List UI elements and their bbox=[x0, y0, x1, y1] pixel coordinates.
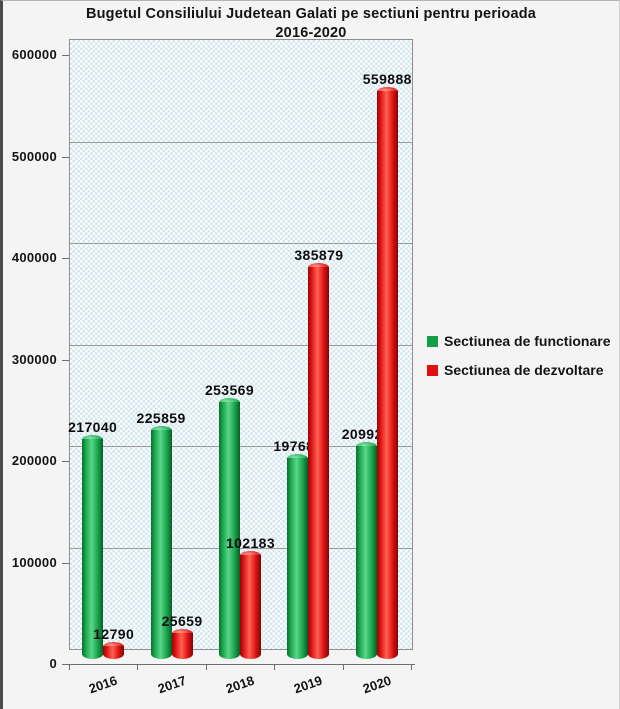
chart-title-line2: 2016-2020 bbox=[275, 25, 347, 41]
chart-title: Bugetul Consiliului Judetean Galati pe s… bbox=[3, 5, 619, 43]
chart-title-line1: Bugetul Consiliului Judetean Galati pe s… bbox=[85, 6, 537, 22]
y-tick-label: 400000 bbox=[11, 250, 57, 265]
legend-item: Sectiunea de functionare bbox=[427, 333, 610, 362]
bar-body bbox=[287, 458, 309, 659]
y-tick-mark bbox=[62, 461, 69, 462]
bar-2019-functionare bbox=[287, 454, 309, 659]
legend: Sectiunea de functionare Sectiunea de dez… bbox=[427, 333, 610, 391]
bar-2016-functionare bbox=[82, 434, 104, 659]
bar-value-label: 225859 bbox=[136, 409, 186, 426]
x-tick-mark bbox=[205, 664, 207, 670]
bar-body bbox=[150, 429, 172, 659]
bar-body bbox=[376, 90, 398, 659]
y-tick-label: 100000 bbox=[11, 554, 57, 570]
bar-2018-functionare bbox=[219, 397, 240, 659]
gridline bbox=[70, 547, 412, 549]
y-tick-mark bbox=[62, 359, 69, 361]
y-tick-mark bbox=[62, 156, 69, 158]
legend-swatch-red bbox=[427, 365, 438, 376]
x-category-label: 2020 bbox=[360, 672, 393, 697]
x-axis-line bbox=[63, 664, 415, 665]
legend-item: Sectiunea de dezvoltare bbox=[427, 362, 610, 391]
bar-2016-dezvoltare bbox=[103, 642, 125, 659]
y-tick-mark bbox=[62, 258, 69, 259]
y-tick-label: 0 bbox=[49, 656, 57, 671]
legend-swatch-green bbox=[427, 336, 438, 347]
bar-body bbox=[308, 267, 330, 659]
bar-body bbox=[82, 438, 104, 659]
bar-value-label: 217040 bbox=[68, 418, 118, 435]
x-category-label: 2016 bbox=[87, 672, 120, 697]
gridline bbox=[70, 344, 412, 346]
bar-2017-dezvoltare bbox=[171, 628, 193, 659]
plot-area bbox=[69, 39, 413, 650]
bar-2018-dezvoltare bbox=[240, 551, 261, 659]
bar-body bbox=[103, 646, 125, 659]
bar-value-label: 25659 bbox=[161, 612, 203, 629]
gridline bbox=[70, 141, 412, 143]
bar-value-label: 253569 bbox=[204, 381, 255, 398]
gridline bbox=[70, 243, 412, 244]
bar-2019-dezvoltare bbox=[308, 263, 330, 659]
x-category-label: 2017 bbox=[155, 672, 188, 697]
x-tick-mark bbox=[342, 664, 344, 670]
x-tick-mark bbox=[69, 664, 70, 670]
legend-label: Sectiunea de functionare bbox=[444, 333, 611, 349]
y-tick-label: 200000 bbox=[11, 453, 57, 468]
bar-2020-functionare bbox=[355, 441, 377, 659]
bar-value-label: 12790 bbox=[93, 626, 135, 643]
y-tick-label: 500000 bbox=[11, 148, 57, 164]
bar-body bbox=[219, 401, 240, 659]
x-tick-mark bbox=[137, 664, 139, 670]
y-tick-label: 600000 bbox=[11, 47, 57, 62]
bar-body bbox=[171, 632, 193, 659]
bar-2020-dezvoltare bbox=[376, 86, 398, 659]
y-tick-mark bbox=[62, 664, 69, 665]
x-category-label: 2019 bbox=[292, 672, 325, 697]
y-tick-mark bbox=[62, 55, 69, 56]
bar-value-label: 102183 bbox=[225, 535, 276, 552]
bar-body bbox=[240, 555, 261, 659]
bar-value-label: 385879 bbox=[294, 247, 344, 264]
gridline bbox=[70, 446, 412, 447]
x-tick-mark bbox=[411, 664, 412, 670]
x-tick-mark bbox=[274, 664, 276, 670]
y-tick-mark bbox=[62, 562, 69, 564]
y-tick-label: 300000 bbox=[11, 351, 57, 367]
bar-2017-functionare bbox=[150, 425, 172, 659]
bar-body bbox=[355, 445, 377, 659]
bar-value-label: 559888 bbox=[362, 70, 412, 87]
legend-label: Sectiunea de dezvoltare bbox=[444, 362, 604, 378]
x-category-label: 2018 bbox=[223, 672, 257, 697]
